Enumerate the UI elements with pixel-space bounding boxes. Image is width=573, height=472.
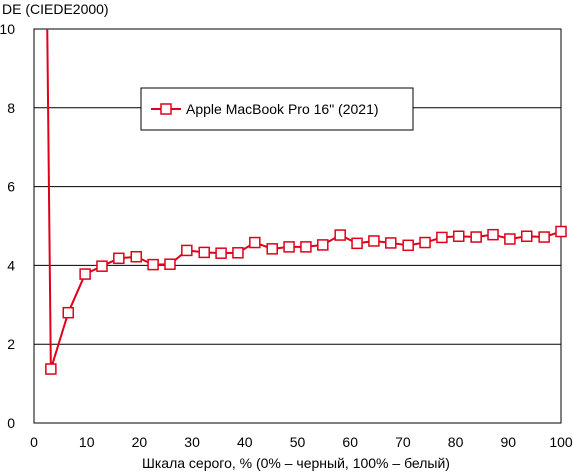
y-tick-label-4: 8 — [7, 100, 15, 116]
x-tick-label-1: 10 — [79, 434, 95, 450]
data-point-7 — [147, 258, 159, 271]
data-point-6 — [130, 250, 142, 263]
data-point-25 — [453, 230, 465, 242]
data-point-21 — [385, 237, 397, 249]
x-tick-label-8: 80 — [448, 434, 464, 450]
data-point-16 — [300, 241, 312, 253]
data-point-27 — [487, 228, 499, 241]
data-point-3 — [79, 268, 91, 280]
data-point-18 — [334, 229, 346, 241]
markers-group — [45, 225, 567, 375]
x-tick-label-0: 0 — [30, 434, 38, 450]
data-point-26 — [470, 231, 482, 243]
data-point-2 — [62, 306, 75, 319]
legend-box — [140, 87, 414, 131]
y-axis-label: DE (CIEDE2000) — [2, 1, 109, 17]
x-axis-label: Шкала серого, % (0% – черный, 100% – бел… — [142, 455, 450, 471]
series-line-0 — [46, 29, 561, 371]
x-tick-label-4: 40 — [237, 434, 253, 450]
y-tick-label-1: 2 — [7, 336, 15, 352]
x-tick-label-5: 50 — [290, 434, 306, 450]
legend-marker — [160, 103, 172, 115]
data-point-29 — [520, 230, 533, 242]
data-point-30 — [538, 231, 550, 243]
data-point-13 — [249, 236, 261, 249]
data-point-4 — [96, 260, 108, 272]
y-tick-label-2: 4 — [7, 257, 15, 273]
data-point-11 — [215, 247, 227, 259]
x-tick-labels: 0 10 20 30 40 50 60 70 80 90 100 — [30, 434, 573, 450]
legend-entry: Apple MacBook Pro 16" (2021) — [186, 101, 379, 117]
data-point-31 — [555, 225, 567, 238]
y-tick-label-0: 0 — [7, 415, 15, 431]
x-tick-label-6: 60 — [342, 434, 358, 450]
data-point-20 — [368, 235, 380, 247]
data-point-24 — [436, 231, 448, 244]
y-tick-label-3: 6 — [7, 179, 15, 195]
data-point-10 — [198, 246, 210, 259]
data-point-15 — [283, 241, 295, 253]
data-point-12 — [232, 247, 244, 259]
x-tick-label-7: 70 — [395, 434, 411, 450]
x-tick-label-3: 30 — [184, 434, 200, 450]
data-point-22 — [402, 239, 414, 252]
x-tick-label-10: 100 — [549, 434, 573, 450]
data-point-1 — [45, 363, 57, 375]
data-point-8 — [164, 258, 176, 270]
data-point-14 — [266, 243, 278, 255]
y-tick-label-5: 10 — [0, 21, 15, 37]
data-point-19 — [351, 237, 363, 250]
x-tick-label-2: 20 — [132, 434, 148, 450]
y-tick-labels: 0 2 4 6 8 10 — [0, 21, 15, 431]
data-point-9 — [181, 244, 193, 257]
data-point-28 — [504, 233, 516, 245]
legend: Apple MacBook Pro 16" (2021) — [140, 87, 414, 131]
data-point-5 — [113, 252, 125, 265]
data-point-17 — [317, 239, 329, 251]
x-tick-label-9: 90 — [501, 434, 517, 450]
data-point-23 — [419, 236, 431, 249]
series-group — [46, 29, 561, 371]
